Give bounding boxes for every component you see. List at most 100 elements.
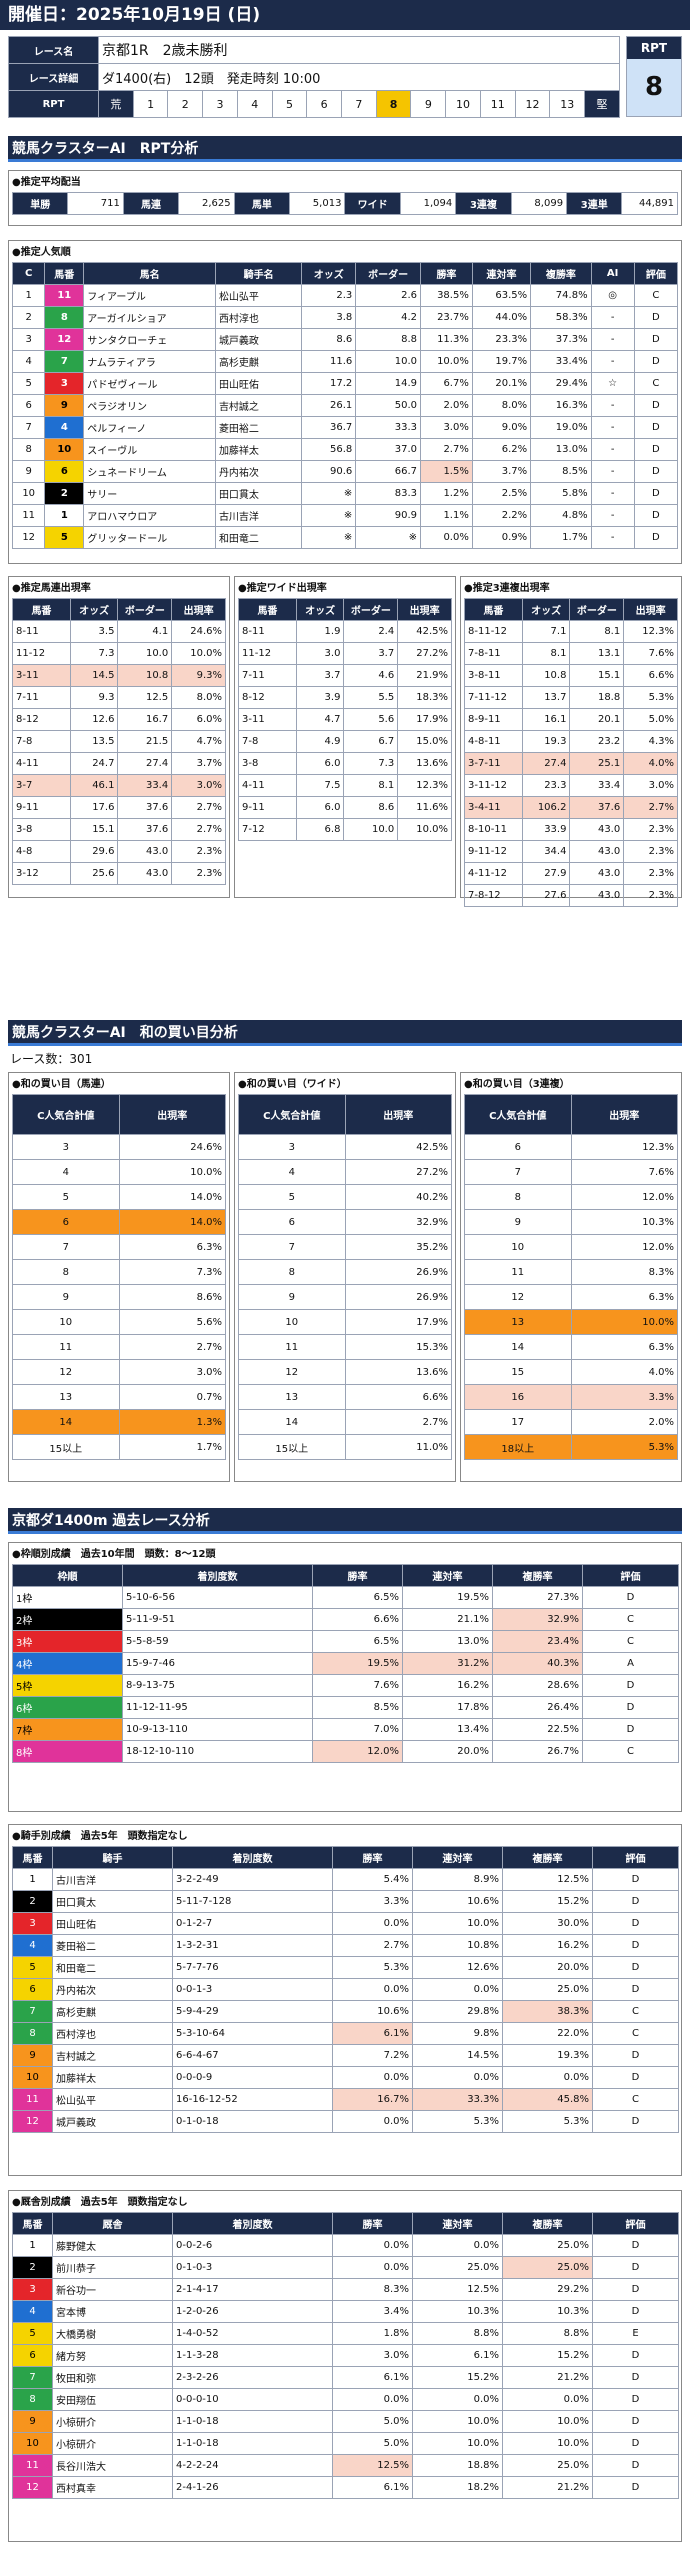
table-row: 5枠 8-9-13-75 7.6% 16.2% 28.6% D bbox=[12, 1674, 679, 1697]
trainer-cell: 1-2-0-26 bbox=[172, 2300, 333, 2323]
wide-cell: 4.7 bbox=[295, 708, 345, 731]
frame-header: 連対率 bbox=[402, 1564, 493, 1587]
popularity-cell: 13.0% bbox=[530, 438, 592, 461]
jockey-cell: 12.6% bbox=[412, 1956, 503, 1979]
jockey-cell: 25.0% bbox=[502, 1978, 593, 2001]
table-row: 8-9-11 16.1 20.1 5.0% bbox=[464, 708, 678, 731]
popularity-cell: 11.6 bbox=[301, 350, 357, 373]
jockey-cell: 0.0% bbox=[502, 2066, 593, 2089]
jockey-panel: ●騎手別成績 過去5年 頭数指定なし 馬番 騎手 着別度数 勝率 連対率 複勝率 評価 1 古川… bbox=[8, 1824, 682, 2176]
wa_quinella-cell: 6 bbox=[12, 1209, 120, 1235]
popularity-cell: ※ bbox=[355, 526, 422, 549]
quinella-cell: 4-8 bbox=[12, 840, 71, 863]
trio-cell: 13.1 bbox=[569, 642, 625, 665]
popularity-cell: 1 bbox=[11, 284, 46, 307]
wa_trio-cell: 8 bbox=[464, 1184, 572, 1210]
frame-cell: 13.4% bbox=[402, 1718, 493, 1741]
jockey-cell: 1-3-2-31 bbox=[172, 1934, 333, 1957]
table-row: 7枠 10-9-13-110 7.0% 13.4% 22.5% D bbox=[12, 1718, 679, 1741]
frame-header: 勝率 bbox=[312, 1564, 403, 1587]
table-row: 13 0.7% bbox=[12, 1384, 226, 1410]
table-row: 1枠 5-10-6-56 6.5% 19.5% 27.3% D bbox=[12, 1586, 679, 1609]
wa_trio-header-rate: 出現率 bbox=[570, 1094, 678, 1135]
jockey-cell: 19.3% bbox=[502, 2044, 593, 2067]
trainer-cell: 藤野健太 bbox=[52, 2234, 173, 2257]
table-row: 9 6 シュネードリーム 丹内祐次 90.6 66.7 1.5% 3.7% 8.5% - D bbox=[11, 460, 679, 483]
table-row: 11-12 7.3 10.0 10.0% bbox=[12, 642, 226, 665]
table-row: 2 田口貫太 5-11-7-128 3.3% 10.6% 15.2% D bbox=[12, 1890, 679, 1913]
wide-cell: 13.6% bbox=[397, 752, 452, 775]
trio-cell: 7.6% bbox=[623, 642, 678, 665]
trainer-cell: 6.1% bbox=[332, 2476, 413, 2499]
popularity-cell: 37.3% bbox=[530, 328, 592, 351]
table-row: 3 24.6% bbox=[12, 1134, 226, 1160]
quinella-cell: 27.4 bbox=[117, 752, 173, 775]
table-row: 9-11 17.6 37.6 2.7% bbox=[12, 796, 226, 819]
table-row: 6枠 11-12-11-95 8.5% 17.8% 26.4% D bbox=[12, 1696, 679, 1719]
trainer-cell: 4 bbox=[12, 2300, 53, 2323]
jockey-cell: 5.3% bbox=[332, 1956, 413, 1979]
popularity-header: 馬名 bbox=[83, 262, 216, 285]
payout-label: 3連単 bbox=[566, 192, 623, 215]
table-row: 7-8-11 8.1 13.1 7.6% bbox=[464, 642, 678, 665]
popularity-cell: ナムラティアラ bbox=[83, 350, 216, 373]
quinella-cell: 7.3 bbox=[69, 642, 119, 665]
rpt-scale-cell: 堅 bbox=[584, 90, 620, 118]
wa_trio-cell: 12 bbox=[464, 1284, 572, 1310]
quinella-cell: 9.3% bbox=[171, 664, 226, 687]
popularity-cell: 2.3 bbox=[301, 284, 357, 307]
race-detail: ダ1400(右) 12頭 発走時刻 10:00 bbox=[98, 63, 620, 91]
popularity-cell: - bbox=[590, 350, 635, 373]
trio-cell: 34.4 bbox=[521, 840, 571, 863]
frame-cell: 5-5-8-59 bbox=[122, 1630, 313, 1653]
trainer-cell: 1.8% bbox=[332, 2322, 413, 2345]
quinella-cell: 9.3 bbox=[69, 686, 119, 709]
popularity-cell: C bbox=[633, 284, 679, 307]
popularity-cell: 6 bbox=[44, 460, 85, 483]
table-row: 1 藤野健太 0-0-2-6 0.0% 0.0% 25.0% D bbox=[12, 2234, 679, 2257]
trainer-cell: D bbox=[592, 2344, 679, 2367]
popularity-cell: アーガイルショア bbox=[83, 306, 216, 329]
table-row: 11 8.3% bbox=[464, 1259, 678, 1285]
popularity-cell: D bbox=[633, 306, 679, 329]
popularity-cell: 19.7% bbox=[471, 350, 532, 373]
popularity-cell: 4.2 bbox=[355, 306, 422, 329]
trainer-cell: 1-1-0-18 bbox=[172, 2410, 333, 2433]
trio-cell: 3-7-11 bbox=[464, 752, 523, 775]
table-row: 3 新谷功一 2-1-4-17 8.3% 12.5% 29.2% D bbox=[12, 2278, 679, 2301]
trainer-cell: 10.0% bbox=[412, 2432, 503, 2455]
jockey-cell: 田口貫太 bbox=[52, 1890, 173, 1913]
jockey-cell: 10.8% bbox=[412, 1934, 503, 1957]
trainer-cell: 3.4% bbox=[332, 2300, 413, 2323]
frame-cell: 8-9-13-75 bbox=[122, 1674, 313, 1697]
trio-cell: 18.8 bbox=[569, 686, 625, 709]
jockey-cell: D bbox=[592, 2066, 679, 2089]
jockey-cell: 12 bbox=[12, 2110, 53, 2133]
rpt-scale-cell: 13 bbox=[549, 90, 586, 118]
table-row: 4-8-11 19.3 23.2 4.3% bbox=[464, 730, 678, 753]
trio-cell: 15.1 bbox=[569, 664, 625, 687]
wa_trio-cell: 14 bbox=[464, 1334, 572, 1360]
popularity-cell: 9.0% bbox=[471, 416, 532, 439]
table-row: 3-8 6.0 7.3 13.6% bbox=[238, 752, 452, 775]
payout-value: 5,013 bbox=[289, 192, 346, 215]
trainer-cell: 1 bbox=[12, 2234, 53, 2257]
jockey-cell: 0-0-1-3 bbox=[172, 1978, 333, 2001]
trio-cell: 43.0 bbox=[569, 862, 625, 885]
trainer-cell: 長谷川浩大 bbox=[52, 2454, 173, 2477]
popularity-panel: ●推定人気順 C 馬番 馬名 騎手名 オッズ ボーダー 勝率 連対率 複勝率 AI 評価 1 11 フィア… bbox=[8, 240, 682, 564]
popularity-cell: フィアープル bbox=[83, 284, 216, 307]
wa_quinella-cell: 0.7% bbox=[118, 1384, 226, 1410]
trainer-header: 連対率 bbox=[412, 2212, 503, 2235]
popularity-cell: 1.5% bbox=[420, 460, 473, 483]
popularity-cell: 19.0% bbox=[530, 416, 592, 439]
trainer-cell: 小椋研介 bbox=[52, 2432, 173, 2455]
jockey-header: 騎手 bbox=[52, 1846, 173, 1869]
popularity-cell: 8 bbox=[11, 438, 46, 461]
frame-panel: ●枠順別成績 過去10年間 頭数：8〜12頭 枠順 着別度数 勝率 連対率 複勝率 評価 1… bbox=[8, 1542, 682, 1812]
quinella-cell: 12.6 bbox=[69, 708, 119, 731]
wa_trio-cell: 3.3% bbox=[570, 1384, 678, 1410]
table-row: 8 12.0% bbox=[464, 1184, 678, 1210]
trainer-cell: 25.0% bbox=[502, 2234, 593, 2257]
quinella-cell: 24.6% bbox=[171, 620, 226, 643]
